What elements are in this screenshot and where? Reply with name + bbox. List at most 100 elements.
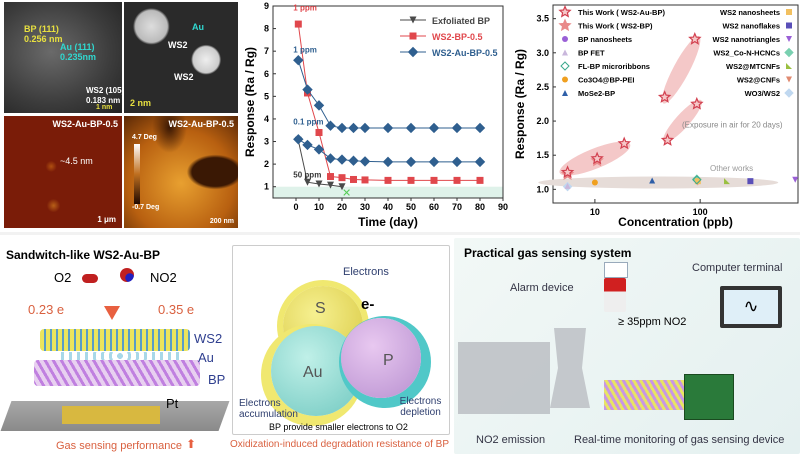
data-point bbox=[690, 96, 704, 110]
factory-icon bbox=[458, 342, 550, 414]
y-tick-label: 1.0 bbox=[536, 184, 549, 194]
data-point bbox=[405, 122, 417, 134]
legend-marker bbox=[784, 47, 794, 58]
divider bbox=[0, 232, 800, 235]
data-point bbox=[338, 174, 346, 182]
y-tick-label: 2 bbox=[264, 159, 269, 169]
failure-band bbox=[273, 186, 503, 198]
data-point bbox=[660, 133, 675, 146]
emission-label: NO2 emission bbox=[476, 434, 546, 446]
y-axis-label: Response (Ra / Rg) bbox=[243, 47, 257, 157]
legend-label: WS2_Co-N-HCNCs bbox=[713, 49, 780, 58]
legend-label: WS2-Au-BP-0.5 bbox=[432, 48, 498, 58]
x-tick-label: 10 bbox=[590, 207, 600, 217]
data-point bbox=[327, 173, 334, 181]
data-point bbox=[336, 154, 348, 165]
afm-height-scale: 1 μm bbox=[97, 215, 116, 224]
y-axis-label: Response (Ra / Rg) bbox=[513, 49, 527, 159]
other-works-label: Other works bbox=[710, 164, 753, 173]
legend-marker bbox=[784, 88, 794, 98]
data-point bbox=[315, 180, 323, 188]
legend-marker bbox=[407, 46, 419, 58]
data-point bbox=[313, 100, 325, 111]
x-tick-label: 10 bbox=[314, 202, 324, 212]
legend-label: This Work ( WS2-Au-BP) bbox=[578, 8, 665, 17]
pt-label: Pt bbox=[166, 396, 179, 411]
legend-marker bbox=[786, 76, 792, 83]
data-point bbox=[384, 176, 392, 184]
x-tick-label: 70 bbox=[452, 202, 462, 212]
data-point bbox=[476, 176, 484, 184]
series-line bbox=[297, 24, 480, 181]
data-point bbox=[792, 176, 799, 183]
accumulation-label: Electrons accumulation bbox=[239, 398, 298, 420]
data-point bbox=[451, 156, 463, 168]
color-scale-bar bbox=[134, 144, 140, 204]
e-minus-label: e- bbox=[361, 296, 375, 313]
y-tick-label: 1 bbox=[264, 182, 269, 192]
data-point bbox=[348, 155, 359, 166]
legend-marker bbox=[562, 90, 568, 96]
data-point bbox=[359, 122, 371, 134]
data-point bbox=[649, 177, 656, 184]
cooling-tower-icon bbox=[550, 328, 590, 408]
y-tick-label: 3.5 bbox=[536, 14, 549, 24]
legend-label: WS2 nanosheets bbox=[720, 8, 780, 17]
no2-charge-label: 0.35 e bbox=[158, 302, 195, 317]
ws2-label-1: WS2 bbox=[168, 40, 188, 50]
system-title: Practical gas sensing system bbox=[464, 246, 632, 260]
data-point bbox=[657, 90, 672, 103]
data-point bbox=[407, 176, 415, 184]
down-arrow-icon bbox=[104, 306, 120, 320]
tem-scale-label: 1 nm bbox=[96, 104, 113, 111]
circuit-board-icon bbox=[684, 374, 734, 420]
data-point bbox=[692, 175, 702, 185]
legend-label: BP nanosheets bbox=[578, 35, 632, 44]
bp-plane-label: BP (111) bbox=[24, 24, 59, 34]
data-point bbox=[325, 153, 336, 164]
legend-label: WS2 nanotriangles bbox=[712, 35, 780, 44]
x-tick-label: 90 bbox=[498, 202, 508, 212]
no2-molecule-icon bbox=[120, 268, 134, 282]
legend-label: WS2-BP-0.5 bbox=[432, 32, 483, 42]
tem-image: BP (111) 0.256 nm Au (111) 0.235nm WS2 (… bbox=[4, 2, 122, 113]
concentration-annotation: 1 ppm bbox=[293, 4, 317, 13]
y-tick-label: 2.0 bbox=[536, 116, 549, 126]
bp-layer bbox=[34, 360, 200, 386]
y-tick-label: 8 bbox=[264, 24, 269, 34]
data-point bbox=[293, 134, 304, 145]
x-tick-label: 80 bbox=[475, 202, 485, 212]
p-label: P bbox=[383, 352, 394, 369]
data-point bbox=[724, 178, 731, 185]
data-point bbox=[348, 122, 359, 134]
y-tick-label: 6 bbox=[264, 69, 269, 79]
data-point bbox=[382, 122, 394, 134]
bp-layer-label: BP bbox=[208, 372, 226, 387]
y-tick-label: 4 bbox=[264, 114, 269, 124]
x-tick-label: 50 bbox=[406, 202, 416, 212]
data-point bbox=[325, 120, 336, 131]
data-point bbox=[474, 156, 486, 168]
data-point bbox=[294, 20, 302, 28]
highlight-region bbox=[663, 99, 702, 143]
legend-marker bbox=[786, 9, 792, 15]
s-label: S bbox=[315, 300, 326, 317]
legend-label: Exfoliated BP bbox=[432, 16, 490, 26]
legend-marker bbox=[786, 22, 792, 29]
data-point bbox=[453, 176, 461, 184]
laptop-icon: ∿ bbox=[720, 286, 782, 328]
scale-max-label: 4.7 Deg bbox=[132, 134, 157, 141]
data-point bbox=[560, 165, 575, 178]
thickness-label: ~4.5 nm bbox=[60, 156, 93, 166]
x-tick-label: 40 bbox=[383, 202, 393, 212]
data-point bbox=[694, 178, 701, 185]
data-point bbox=[359, 156, 371, 167]
legend-marker bbox=[409, 32, 417, 40]
x-axis-label: Time (day) bbox=[358, 215, 418, 229]
x-tick-label: 0 bbox=[293, 202, 298, 212]
afm-height-title: WS2-Au-BP-0.5 bbox=[52, 119, 118, 129]
data-point bbox=[338, 183, 346, 191]
legend-label: WS2@MTCNFs bbox=[726, 62, 780, 71]
data-point bbox=[747, 178, 754, 185]
exposure-annotation: (Exposure in air for 20 days) bbox=[682, 120, 783, 129]
